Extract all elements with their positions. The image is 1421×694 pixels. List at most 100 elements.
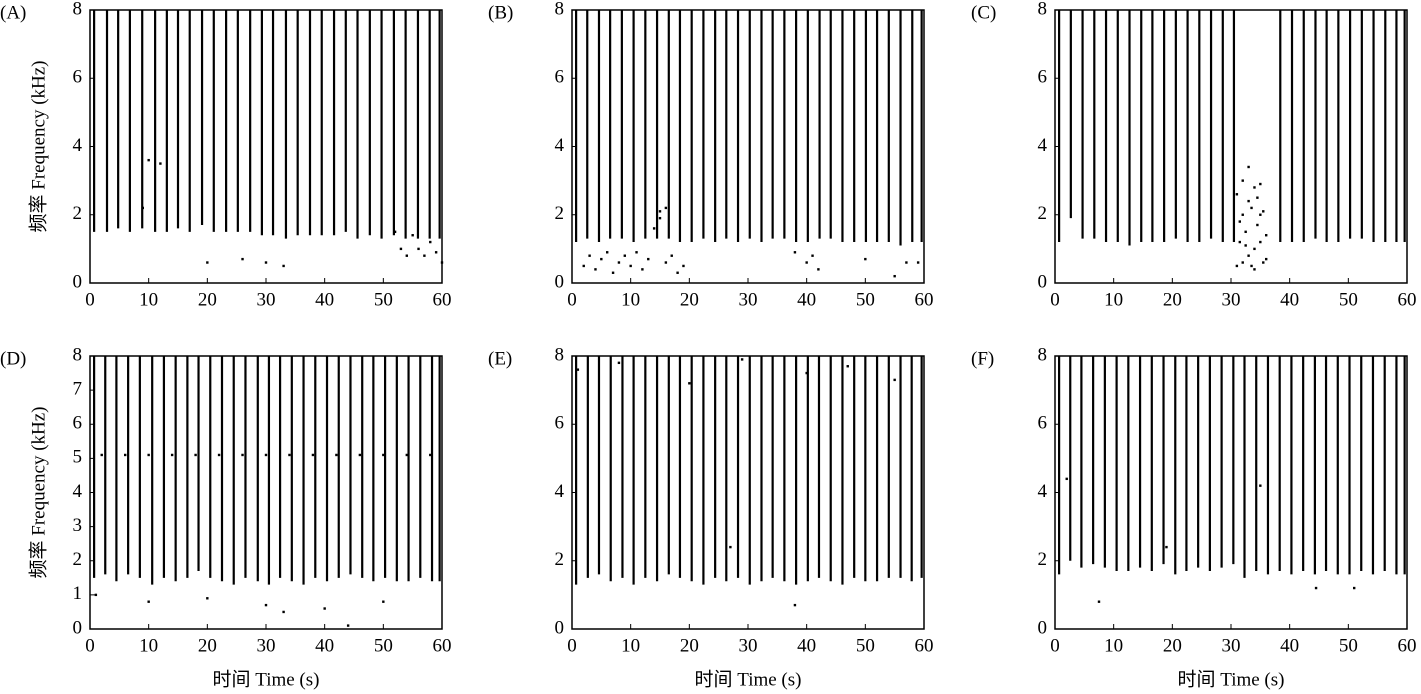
point	[1250, 206, 1253, 210]
x-tick-label: 50	[1339, 289, 1358, 310]
panel-label: (F)	[971, 348, 994, 369]
y-tick-label: 0	[73, 617, 83, 638]
x-tick-label: 40	[797, 289, 816, 310]
x-tick-label: 0	[567, 635, 577, 656]
x-tick-label: 10	[1104, 289, 1123, 310]
x-tick-label: 50	[856, 289, 875, 310]
point	[617, 361, 621, 365]
x-tick-label: 60	[915, 635, 934, 656]
plot-frame	[571, 355, 925, 630]
point	[916, 261, 920, 264]
point	[1247, 254, 1250, 257]
y-tick-label: 4	[1038, 135, 1048, 156]
y-axis-label: 频率 Frequency (kHz)	[27, 60, 49, 232]
plot-frame	[1054, 9, 1408, 284]
point	[393, 230, 397, 234]
point	[1259, 182, 1262, 186]
x-tick-label: 60	[1398, 635, 1417, 656]
point	[1250, 264, 1253, 268]
point	[623, 254, 626, 257]
y-tick-label: 4	[555, 135, 565, 156]
plot-frame	[571, 9, 925, 284]
point	[729, 545, 732, 549]
point	[323, 607, 326, 610]
point	[1314, 586, 1318, 590]
x-tick-label: 0	[1050, 635, 1060, 656]
y-tick-label: 8	[1038, 0, 1048, 19]
x-axis-label: 时间 Time (s)	[695, 668, 802, 690]
point	[617, 261, 621, 264]
point	[893, 274, 896, 278]
point	[399, 247, 403, 251]
x-tick-label: 30	[1222, 289, 1241, 310]
point	[382, 600, 385, 603]
point	[611, 271, 615, 274]
x-tick-label: 20	[1163, 635, 1182, 656]
y-tick-label: 2	[73, 203, 83, 224]
point	[682, 264, 685, 268]
x-tick-label: 40	[315, 635, 334, 656]
panel-label: (E)	[488, 348, 512, 369]
x-tick-label: 10	[139, 289, 158, 310]
point	[1265, 257, 1268, 261]
point	[846, 365, 849, 368]
y-tick-label: 6	[555, 67, 565, 88]
point	[1238, 240, 1241, 244]
point	[241, 257, 244, 261]
point	[241, 453, 244, 457]
y-tick-label: 2	[1038, 203, 1048, 224]
x-tick-label: 30	[257, 635, 276, 656]
point	[1235, 264, 1239, 268]
x-tick-label: 0	[1050, 289, 1060, 310]
point	[805, 261, 808, 264]
point	[100, 453, 103, 457]
y-tick-label: 8	[555, 0, 565, 19]
point	[1262, 210, 1265, 213]
point	[740, 358, 744, 361]
y-tick-label: 3	[73, 515, 83, 536]
y-tick-label: 2	[73, 549, 83, 570]
point	[335, 453, 338, 457]
point	[1259, 240, 1262, 244]
x-tick-label: 20	[680, 635, 699, 656]
y-tick-label: 5	[73, 447, 83, 468]
x-tick-label: 40	[1280, 289, 1299, 310]
point	[893, 378, 896, 382]
x-tick-label: 60	[433, 635, 452, 656]
point	[793, 251, 797, 254]
y-tick-label: 6	[73, 413, 83, 434]
point	[1259, 484, 1262, 487]
y-tick-label: 4	[73, 481, 83, 502]
point	[94, 593, 98, 597]
point	[670, 254, 673, 257]
point	[594, 268, 597, 271]
point	[1353, 586, 1356, 590]
x-tick-label: 20	[198, 635, 217, 656]
point	[676, 271, 679, 274]
point	[147, 158, 150, 162]
x-tick-label: 50	[856, 635, 875, 656]
point	[206, 261, 209, 264]
x-axis-label: 时间 Time (s)	[213, 668, 320, 690]
x-tick-label: 40	[1280, 635, 1299, 656]
point	[147, 453, 150, 457]
point	[405, 453, 408, 457]
point	[358, 453, 362, 457]
y-tick-label: 0	[73, 271, 83, 292]
x-tick-label: 30	[739, 289, 758, 310]
point	[664, 261, 668, 264]
point	[346, 624, 350, 627]
point	[1247, 199, 1250, 203]
x-tick-label: 30	[739, 635, 758, 656]
point	[1097, 600, 1101, 603]
x-tick-label: 40	[315, 289, 334, 310]
point	[805, 371, 808, 375]
point	[658, 216, 662, 220]
point	[1256, 223, 1259, 227]
x-axis-label: 时间 Time (s)	[1178, 668, 1285, 690]
point	[282, 610, 285, 614]
point	[170, 453, 174, 457]
point	[1253, 186, 1256, 189]
point	[811, 254, 814, 257]
y-tick-label: 6	[73, 67, 83, 88]
